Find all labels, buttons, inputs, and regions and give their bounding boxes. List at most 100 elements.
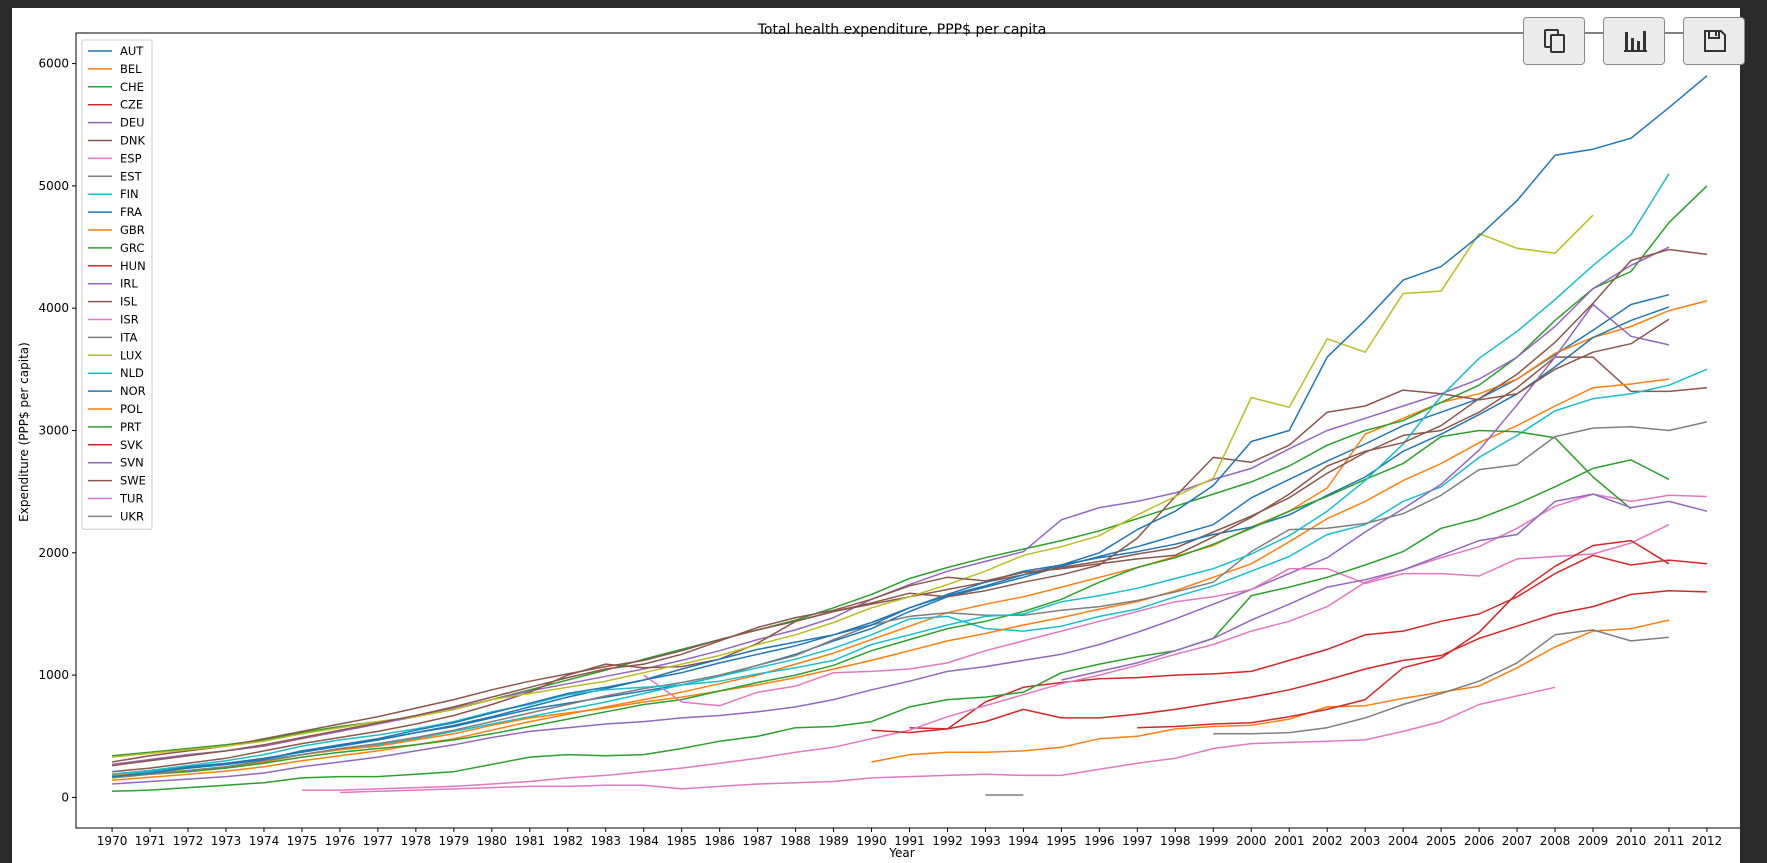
y-tick-label: 2000: [38, 546, 69, 560]
figure-canvas: Total health expenditure, PPP$ per capit…: [12, 8, 1740, 863]
y-tick-label: 5000: [38, 179, 69, 193]
x-tick-label: 2006: [1464, 834, 1495, 848]
series-line-nld: [112, 173, 1670, 775]
y-tick-label: 1000: [38, 668, 69, 682]
legend-label-pol: POL: [120, 402, 143, 416]
x-tick-label: 1991: [894, 834, 925, 848]
save-button[interactable]: [1683, 17, 1745, 65]
x-tick-label: 1987: [742, 834, 773, 848]
x-tick-label: 1981: [514, 834, 545, 848]
x-tick-label: 1978: [401, 834, 432, 848]
series-line-nor: [112, 75, 1708, 778]
series-line-dnk: [111, 356, 1707, 763]
x-tick-label: 2008: [1540, 834, 1571, 848]
y-axis-label: Expenditure (PPP$ per capita): [17, 342, 31, 522]
legend-label-nor: NOR: [120, 384, 146, 398]
x-tick-label: 1998: [1160, 834, 1191, 848]
copy-icon: [1544, 29, 1565, 53]
series-line-fin: [112, 368, 1708, 777]
series-line-che: [112, 185, 1708, 757]
legend-label-est: EST: [120, 169, 143, 183]
x-tick-label: 1994: [1008, 834, 1039, 848]
y-tick-label: 6000: [38, 57, 69, 71]
series-line-esp: [301, 493, 1707, 791]
legend-label-dnk: DNK: [120, 134, 145, 148]
x-tick-label: 2011: [1654, 834, 1685, 848]
legend-label-isl: ISL: [120, 295, 138, 309]
x-tick-label: 2012: [1692, 834, 1723, 848]
x-tick-label: 1970: [97, 834, 128, 848]
series-line-aut: [112, 293, 1670, 775]
chart-options-button[interactable]: [1603, 17, 1665, 65]
legend-label-gbr: GBR: [120, 223, 145, 237]
x-tick-label: 1988: [780, 834, 811, 848]
x-tick-label: 1974: [249, 834, 280, 848]
legend-label-irl: IRL: [120, 277, 138, 291]
x-tick-label: 2005: [1426, 834, 1457, 848]
legend-label-ita: ITA: [120, 330, 138, 344]
legend-label-grc: GRC: [120, 241, 144, 255]
x-tick-label: 1977: [363, 834, 394, 848]
legend-label-svk: SVK: [120, 438, 143, 452]
legend-label-aut: AUT: [120, 44, 144, 58]
x-tick-label: 1997: [1122, 834, 1153, 848]
x-tick-label: 1986: [704, 834, 735, 848]
save-icon: [1704, 30, 1726, 52]
x-tick-label: 1996: [1084, 834, 1115, 848]
x-tick-label: 2001: [1274, 834, 1305, 848]
x-tick-label: 1979: [439, 834, 470, 848]
x-tick-label: 1983: [590, 834, 621, 848]
x-tick-label: 1999: [1198, 834, 1229, 848]
x-tick-label: 1972: [173, 834, 204, 848]
series-line-bel: [112, 300, 1708, 782]
legend-label-swe: SWE: [120, 474, 146, 488]
x-tick-label: 1971: [135, 834, 166, 848]
series-line-gbr: [112, 378, 1670, 777]
x-tick-label: 1993: [970, 834, 1001, 848]
copy-button[interactable]: [1523, 17, 1585, 65]
series-line-grc: [112, 429, 1632, 778]
legend-label-fin: FIN: [120, 187, 139, 201]
x-tick-label: 1976: [325, 834, 356, 848]
legend-label-fra: FRA: [120, 205, 142, 219]
series-line-fra: [112, 306, 1670, 775]
series-line-svk: [1137, 539, 1670, 729]
legend-label-deu: DEU: [120, 116, 145, 130]
series-line-lux: [112, 214, 1594, 758]
legend-label-bel: BEL: [120, 62, 142, 76]
legend-label-svn: SVN: [120, 456, 144, 470]
line-chart: Total health expenditure, PPP$ per capit…: [17, 22, 1740, 860]
series-line-cze: [909, 554, 1707, 730]
series-line-isl: [112, 318, 1670, 773]
series-line-ukr: [1213, 629, 1670, 735]
series-line-isr: [643, 524, 1670, 707]
legend-label-esp: ESP: [120, 151, 142, 165]
legend-label-nld: NLD: [120, 366, 144, 380]
x-tick-label: 2003: [1350, 834, 1381, 848]
x-axis-label: Year: [888, 846, 914, 860]
x-tick-label: 1989: [818, 834, 849, 848]
legend-label-ukr: UKR: [120, 509, 144, 523]
x-tick-label: 1982: [552, 834, 583, 848]
series-line-ita: [112, 421, 1708, 779]
legend-label-cze: CZE: [120, 98, 143, 112]
x-tick-label: 2004: [1388, 834, 1419, 848]
bar-chart-icon: [1624, 31, 1647, 52]
series-line-deu: [112, 246, 1670, 766]
y-tick-label: 4000: [38, 301, 69, 315]
series-line-prt: [112, 459, 1670, 793]
legend-label-isr: ISR: [120, 313, 139, 327]
series-line-irl: [112, 303, 1670, 785]
x-tick-label: 1995: [1046, 834, 1077, 848]
legend-label-lux: LUX: [120, 348, 142, 362]
legend-label-hun: HUN: [120, 259, 146, 273]
x-tick-label: 1984: [628, 834, 659, 848]
legend-label-tur: TUR: [119, 492, 143, 506]
series-line-swe: [112, 248, 1707, 767]
series-line-pol: [871, 619, 1670, 763]
x-tick-label: 1973: [211, 834, 242, 848]
y-tick-label: 3000: [38, 424, 69, 438]
x-tick-label: 1980: [477, 834, 508, 848]
series-line-hun: [871, 589, 1707, 734]
x-tick-label: 2009: [1578, 834, 1609, 848]
